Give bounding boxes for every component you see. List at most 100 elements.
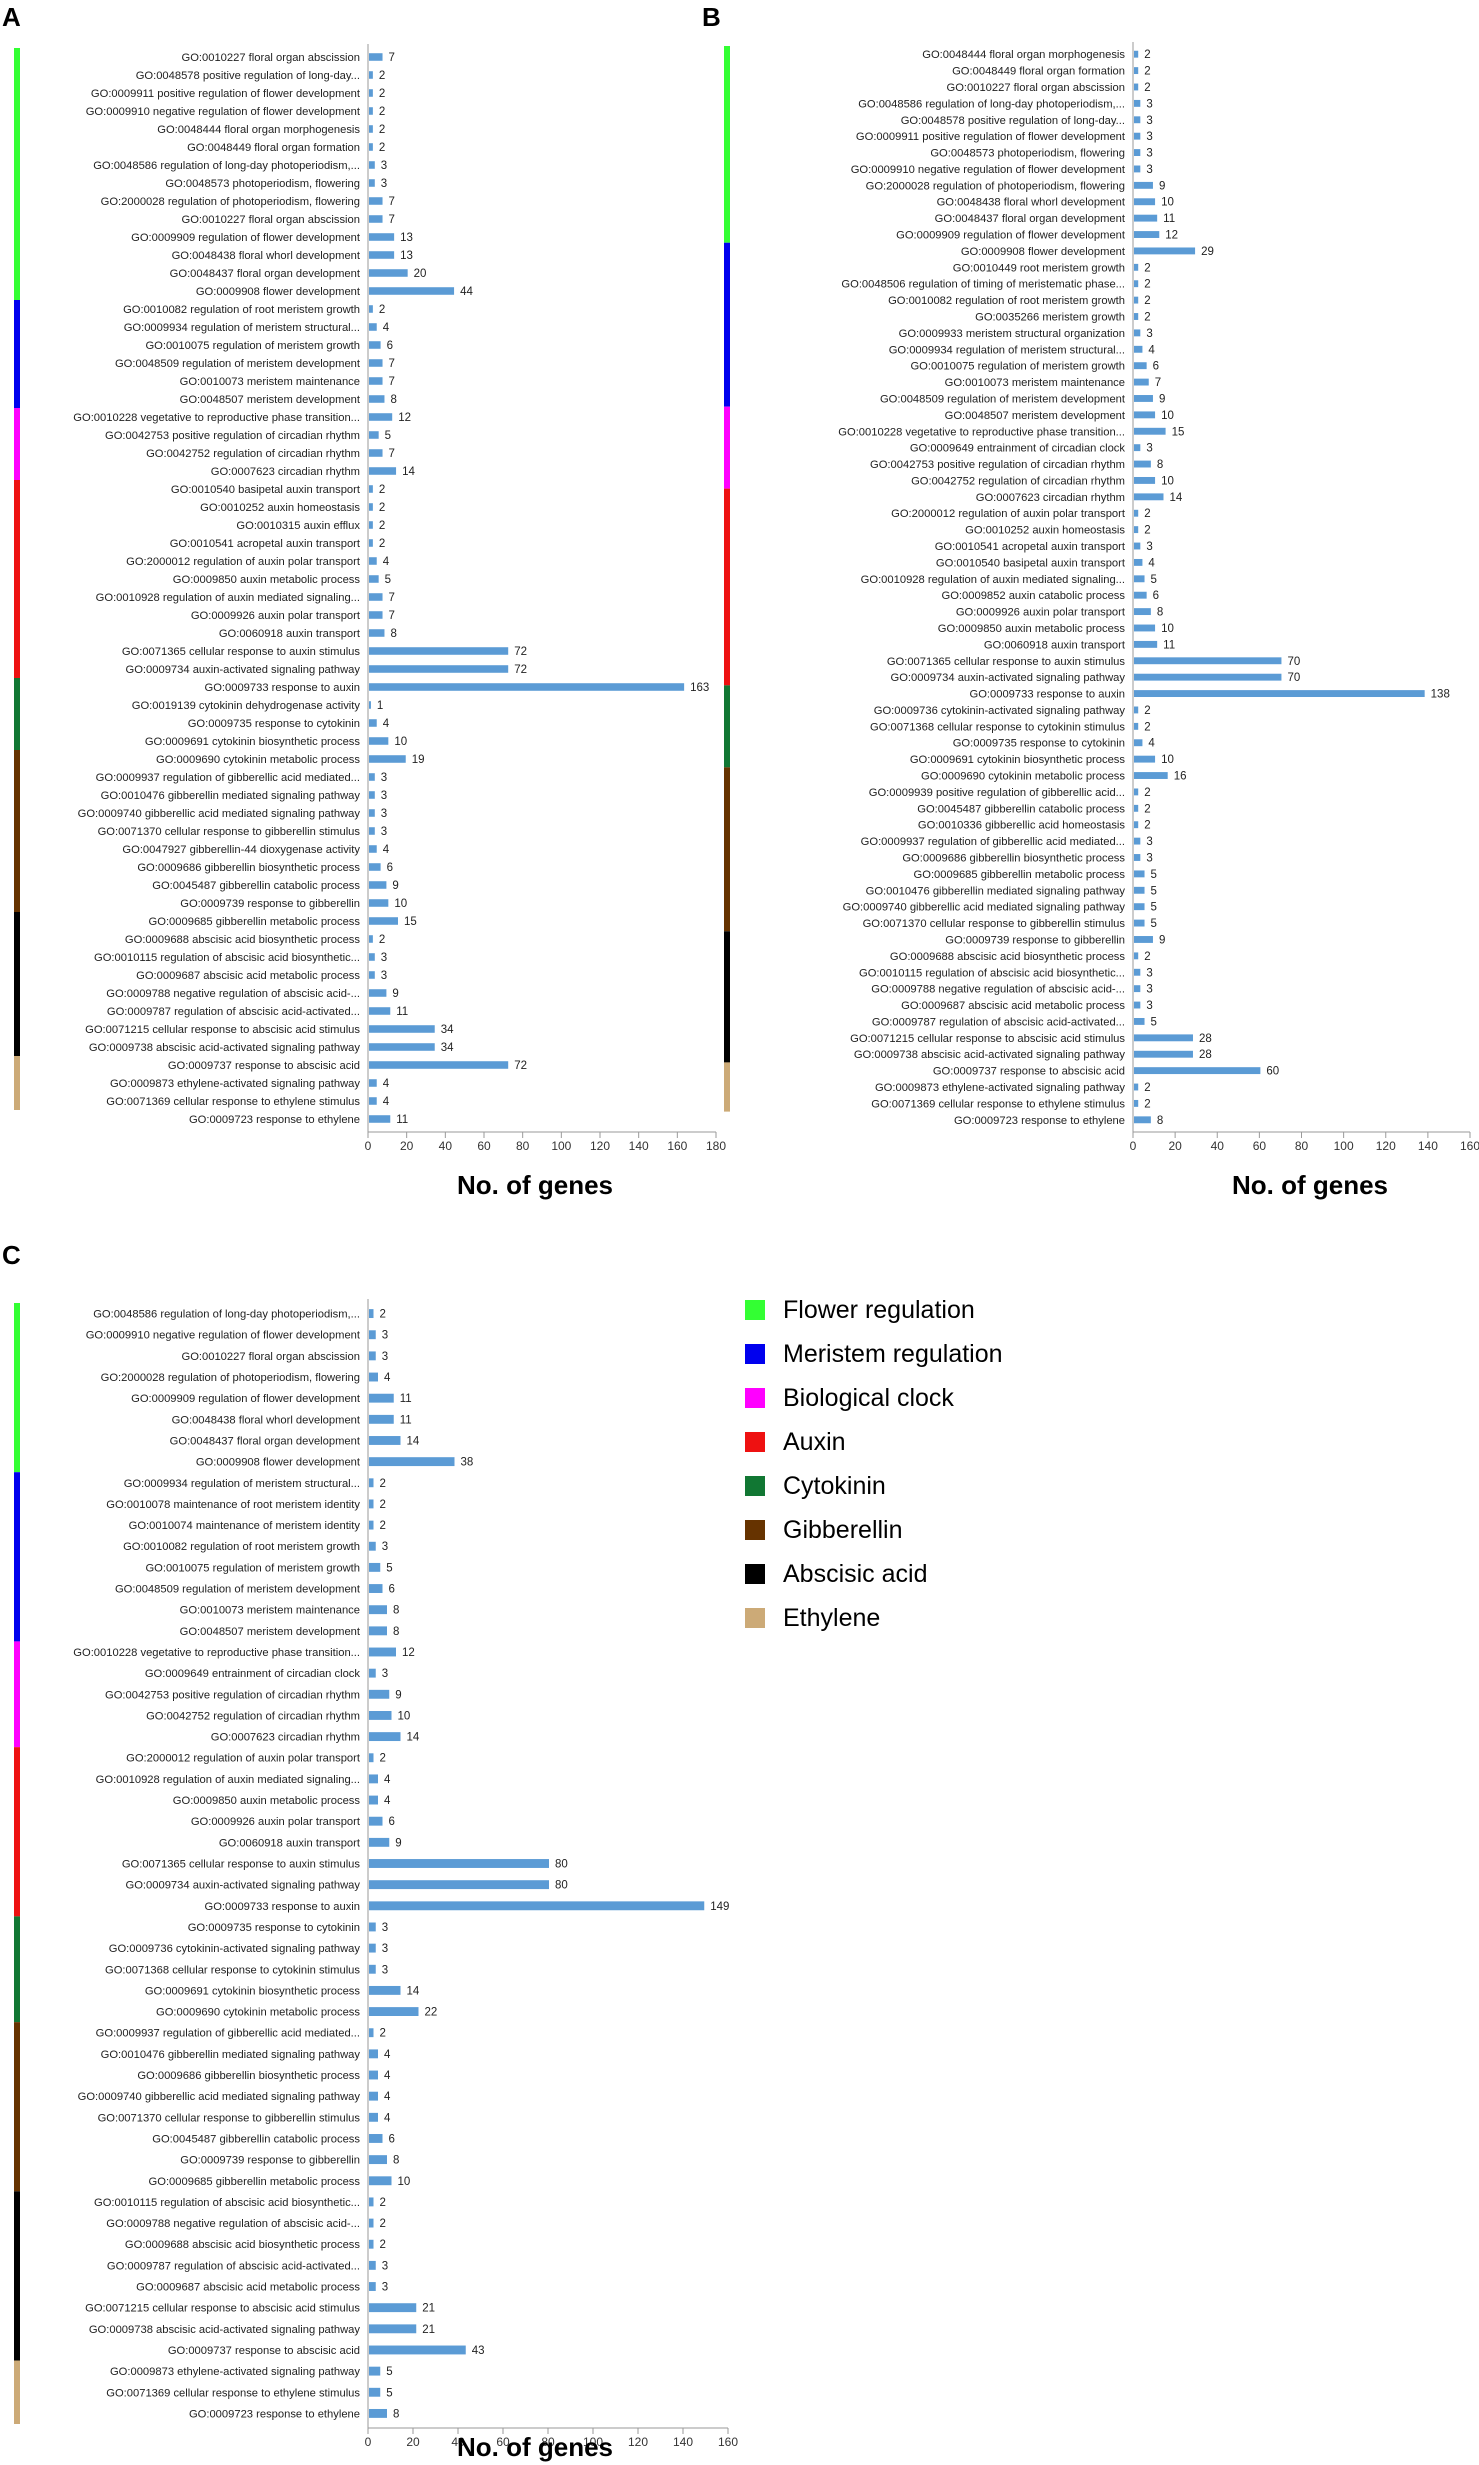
category-label-a: GO:0048586 regulation of long-day photop… [93, 160, 360, 172]
data-label-a: 7 [389, 196, 395, 208]
bar-b [1134, 493, 1164, 501]
bar-c [369, 1372, 378, 1382]
bar-b [1134, 444, 1141, 452]
bar-c [369, 1985, 401, 1995]
bar-a [369, 287, 455, 295]
bar-a [369, 125, 373, 133]
x-tick-label-a: 20 [400, 1139, 414, 1153]
bar-b [1134, 214, 1158, 222]
data-label-b: 10 [1161, 410, 1174, 422]
x-tick-label-a: 120 [590, 1139, 610, 1153]
data-label-c: 8 [393, 1626, 399, 1638]
category-label-b: GO:0009787 regulation of abscisic acid-a… [872, 1016, 1125, 1028]
data-label-a: 3 [381, 970, 387, 982]
category-label-b: GO:0009908 flower development [961, 246, 1126, 258]
legend-label: Flower regulation [783, 1295, 975, 1324]
bar-b [1134, 952, 1139, 960]
category-label-c: GO:0042752 regulation of circadian rhyth… [146, 1710, 360, 1722]
bar-b [1134, 476, 1156, 484]
category-label-b: GO:2000012 regulation of auxin polar tra… [891, 508, 1126, 520]
bar-a [369, 431, 379, 439]
data-label-a: 13 [400, 232, 413, 244]
bar-a [369, 53, 383, 61]
category-label-a: GO:0009926 auxin polar transport [191, 610, 361, 622]
bar-c [369, 2070, 378, 2080]
x-tick-label-a: 80 [516, 1139, 530, 1153]
data-label-b: 138 [1431, 689, 1450, 701]
data-label-a: 4 [383, 556, 390, 568]
data-label-b: 2 [1144, 820, 1150, 832]
group-strip-b [724, 488, 730, 686]
bar-b [1134, 1083, 1139, 1091]
x-tick-label-c: 160 [718, 2435, 738, 2449]
data-label-b: 7 [1155, 377, 1161, 389]
bar-b [1134, 837, 1141, 845]
bar-a [369, 575, 379, 583]
category-label-b: GO:0009852 auxin catabolic process [942, 590, 1126, 602]
data-label-a: 2 [379, 304, 385, 316]
category-label-b: GO:0009740 gibberellic acid mediated sig… [843, 902, 1126, 914]
category-label-b: GO:0048507 meristem development [945, 410, 1126, 422]
data-label-a: 2 [379, 70, 385, 82]
category-label-b: GO:0071215 cellular response to abscisic… [850, 1033, 1125, 1045]
bar-a [369, 863, 381, 871]
data-label-c: 8 [393, 2155, 399, 2167]
category-label-b: GO:0009850 auxin metabolic process [938, 623, 1126, 635]
category-label-a: GO:0009738 abscisic acid-activated signa… [89, 1042, 361, 1054]
category-label-c: GO:0009723 response to ethylene [189, 2408, 360, 2420]
bar-c [369, 2408, 387, 2418]
x-axis-title-b: No. of genes [1231, 1170, 1389, 1200]
category-label-a: GO:0047927 gibberellin-44 dioxygenase ac… [122, 844, 360, 856]
x-tick-label-a: 40 [439, 1139, 453, 1153]
category-label-c: GO:0009735 response to cytokinin [188, 1922, 360, 1934]
x-tick-label-c: 120 [628, 2435, 648, 2449]
legend-swatch [745, 1608, 765, 1628]
x-tick-label-c: 60 [496, 2435, 510, 2449]
x-tick-label-a: 0 [365, 1139, 372, 1153]
bar-b [1134, 411, 1156, 419]
x-tick-label-a: 140 [629, 1139, 649, 1153]
category-label-a: GO:0009691 cytokinin biosynthetic proces… [145, 736, 361, 748]
data-label-c: 14 [407, 1435, 420, 1447]
data-label-b: 2 [1144, 82, 1150, 94]
category-label-c: GO:0009687 abscisic acid metabolic proce… [136, 2282, 360, 2294]
bar-a [369, 323, 377, 331]
bar-b [1134, 132, 1141, 140]
bar-a [369, 593, 383, 601]
data-label-a: 44 [460, 286, 473, 298]
category-label-b: GO:0048586 regulation of long-day photop… [858, 98, 1125, 110]
group-strip-c [14, 1641, 20, 1748]
bar-a [369, 1007, 391, 1015]
category-label-c: GO:0048507 meristem development [180, 1626, 361, 1638]
data-label-a: 4 [383, 844, 390, 856]
group-strip-c [14, 1747, 20, 1917]
data-label-a: 72 [514, 1060, 527, 1072]
data-label-b: 5 [1151, 1016, 1157, 1028]
bar-b [1134, 886, 1145, 894]
category-label-c: GO:2000012 regulation of auxin polar tra… [126, 1753, 361, 1765]
bar-c [369, 1499, 374, 1509]
bar-a [369, 1097, 377, 1105]
bar-c [369, 1520, 374, 1530]
data-label-c: 4 [384, 1795, 391, 1807]
category-label-b: GO:0071365 cellular response to auxin st… [887, 656, 1126, 668]
group-strip-c [14, 2022, 20, 2192]
category-label-b: GO:0009738 abscisic acid-activated signa… [854, 1049, 1126, 1061]
category-label-c: GO:0010228 vegetative to reproductive ph… [73, 1647, 360, 1659]
data-label-a: 34 [441, 1024, 454, 1036]
x-tick-label-b: 120 [1376, 1139, 1396, 1153]
data-label-b: 5 [1151, 869, 1157, 881]
bar-a [369, 827, 375, 835]
bar-a [369, 521, 373, 529]
data-label-c: 3 [382, 1541, 388, 1553]
x-tick-label-a: 100 [551, 1139, 571, 1153]
bar-c [369, 2282, 376, 2291]
data-label-a: 72 [514, 664, 527, 676]
data-label-a: 2 [379, 142, 385, 154]
bar-a [369, 341, 381, 349]
legend-item: Gibberellin [745, 1508, 1003, 1552]
data-label-a: 3 [381, 772, 387, 784]
data-label-c: 22 [425, 2007, 438, 2019]
group-strip-b [724, 685, 730, 768]
